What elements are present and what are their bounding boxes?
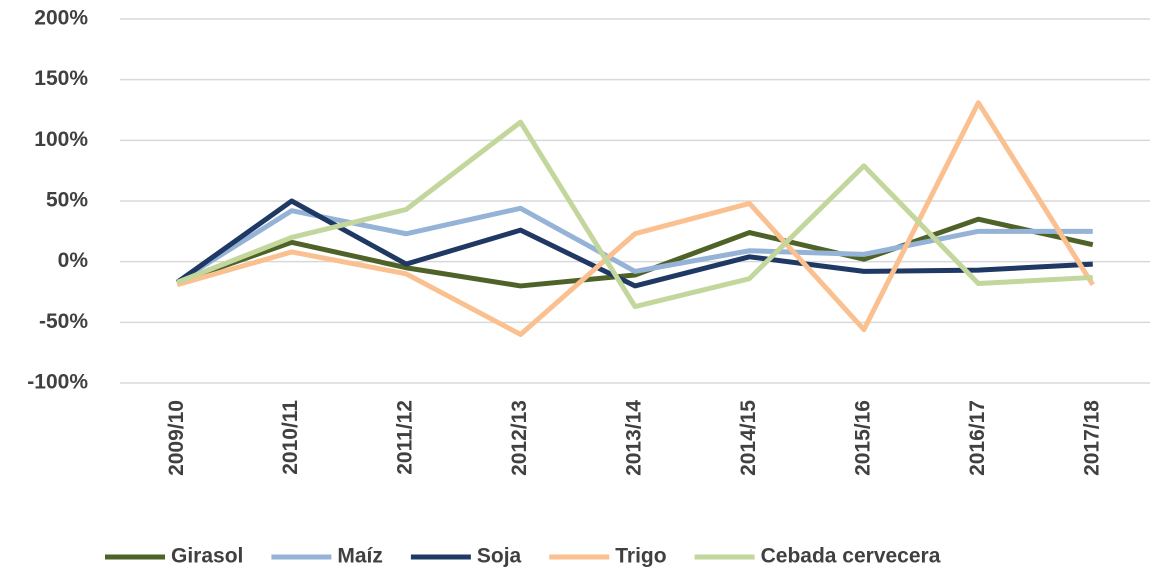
series-line — [176, 216, 1094, 289]
legend-label: Maíz — [337, 545, 383, 568]
y-tick-label: -50% — [39, 310, 88, 333]
legend-label: Trigo — [615, 545, 666, 568]
x-tick-label: 2012/13 — [508, 400, 531, 476]
legend-label: Cebada cervecera — [761, 545, 941, 568]
y-tick-label: 150% — [34, 67, 88, 90]
x-tick-label: 2011/12 — [394, 400, 417, 475]
series-line — [175, 198, 1093, 289]
y-tick-label: 0% — [58, 249, 89, 272]
legend-label: Soja — [477, 545, 522, 568]
x-tick-label: 2017/18 — [1080, 400, 1103, 476]
series-line — [176, 100, 1095, 337]
x-tick-label: 2015/16 — [851, 400, 874, 476]
y-tick-label: -100% — [27, 371, 88, 394]
x-tick-label: 2016/17 — [966, 400, 989, 476]
y-tick-label: 200% — [34, 7, 88, 30]
y-tick-label: 50% — [46, 189, 88, 212]
y-tick-label: 100% — [34, 128, 88, 151]
series-line — [176, 119, 1093, 310]
series-line — [175, 205, 1093, 285]
legend-label: Girasol — [171, 545, 243, 568]
x-tick-label: 2014/15 — [737, 400, 760, 476]
x-tick-label: 2009/10 — [165, 400, 188, 476]
x-tick-label: 2010/11 — [279, 400, 302, 475]
x-tick-label: 2013/14 — [623, 400, 646, 476]
